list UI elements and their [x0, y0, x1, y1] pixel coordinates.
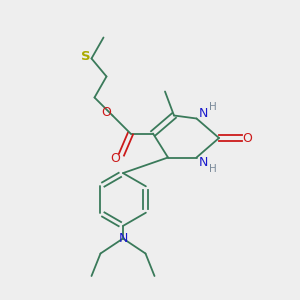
Text: O: O [111, 152, 120, 165]
Text: S: S [81, 50, 91, 64]
Text: O: O [243, 131, 252, 145]
Text: H: H [209, 102, 217, 112]
Text: N: N [198, 106, 208, 120]
Text: N: N [198, 156, 208, 170]
Text: N: N [118, 232, 128, 245]
Text: O: O [102, 106, 111, 119]
Text: H: H [209, 164, 217, 174]
